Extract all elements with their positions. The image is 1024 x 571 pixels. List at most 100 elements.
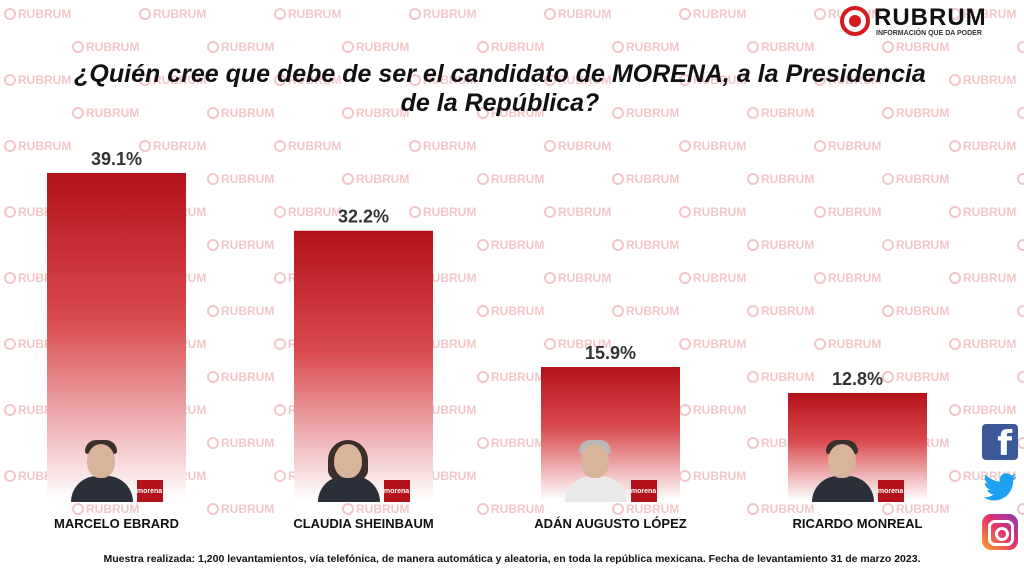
watermark-tile: RUBRUM <box>477 436 544 450</box>
svg-text:RUBRUM: RUBRUM <box>221 238 274 252</box>
watermark-tile: RUBRUM <box>477 106 544 120</box>
watermark-tile: RUBRUM <box>274 73 341 87</box>
svg-text:RUBRUM: RUBRUM <box>828 271 881 285</box>
svg-text:RUBRUM: RUBRUM <box>86 106 139 120</box>
watermark-tile: RUBRUM <box>612 106 679 120</box>
svg-text:RUBRUM: RUBRUM <box>828 73 881 87</box>
svg-text:RUBRUM: RUBRUM <box>288 73 341 87</box>
svg-text:RUBRUM: RUBRUM <box>86 40 139 54</box>
watermark-tile: RUBRUM <box>814 205 881 219</box>
watermark-tile: RUBRUM <box>949 271 1016 285</box>
watermark-tile: RUBRUM <box>342 172 409 186</box>
svg-text:RUBRUM: RUBRUM <box>423 469 476 483</box>
svg-text:RUBRUM: RUBRUM <box>221 172 274 186</box>
watermark-tile: RUBRUM <box>207 238 274 252</box>
svg-text:RUBRUM: RUBRUM <box>288 205 341 219</box>
svg-text:RUBRUM: RUBRUM <box>491 370 544 384</box>
svg-text:RUBRUM: RUBRUM <box>153 73 206 87</box>
svg-text:RUBRUM: RUBRUM <box>896 370 949 384</box>
watermark-tile: RUBRUM <box>612 40 679 54</box>
svg-text:RUBRUM: RUBRUM <box>356 40 409 54</box>
svg-text:RUBRUM: RUBRUM <box>626 172 679 186</box>
watermark-tile: RUBRUM <box>747 304 814 318</box>
watermark-tile: RUBRUM <box>679 139 746 153</box>
watermark-tile: RUBRUM <box>72 502 139 516</box>
watermark-tile: RUBRUM <box>747 106 814 120</box>
watermark-tile: RUBRUM <box>477 370 544 384</box>
svg-text:RUBRUM: RUBRUM <box>423 7 476 21</box>
svg-text:RUBRUM: RUBRUM <box>423 73 476 87</box>
svg-text:RUBRUM: RUBRUM <box>491 106 544 120</box>
watermark-tile: RUBRUM <box>882 502 949 516</box>
rubrum-logo: RUBRUM INFORMACIÓN QUE DA PODER <box>840 4 1010 38</box>
watermark-tile: RUBRUM <box>949 205 1016 219</box>
svg-text:RUBRUM: RUBRUM <box>693 469 746 483</box>
instagram-icon[interactable] <box>982 514 1018 550</box>
bar-value-label: 39.1% <box>91 149 142 169</box>
watermark-tile: RUBRUM <box>949 337 1016 351</box>
watermark-tile: RUBRUM <box>4 73 71 87</box>
svg-text:RUBRUM: RUBRUM <box>221 106 274 120</box>
watermark-tile: RUBRUM <box>814 73 881 87</box>
watermark-tile: RUBRUM <box>882 106 949 120</box>
watermark-tile: RUBRUM <box>1017 437 1024 449</box>
svg-text:RUBRUM: RUBRUM <box>221 40 274 54</box>
candidate-photo <box>65 438 139 502</box>
watermark-tile: RUBRUM <box>814 337 881 351</box>
watermark-tile: RUBRUM <box>679 73 746 87</box>
svg-text:RUBRUM: RUBRUM <box>153 139 206 153</box>
watermark-tile: RUBRUM <box>612 238 679 252</box>
svg-text:RUBRUM: RUBRUM <box>963 337 1016 351</box>
watermark-tile: RUBRUM <box>882 370 949 384</box>
rubrum-logo-icon <box>840 6 870 36</box>
svg-text:RUBRUM: RUBRUM <box>963 139 1016 153</box>
watermark-tile: RUBRUM <box>477 40 544 54</box>
watermark-tile: RUBRUM <box>139 139 206 153</box>
watermark-tile: RUBRUM <box>207 172 274 186</box>
watermark-tile: RUBRUM <box>679 7 746 21</box>
svg-text:RUBRUM: RUBRUM <box>626 238 679 252</box>
morena-badge: morena <box>383 480 410 502</box>
bar-value-label: 12.8% <box>832 369 883 389</box>
svg-text:RUBRUM: RUBRUM <box>693 337 746 351</box>
twitter-icon[interactable] <box>982 469 1018 505</box>
watermark-tile: RUBRUM <box>1017 41 1024 53</box>
watermark-tile: RUBRUM <box>207 502 274 516</box>
svg-text:RUBRUM: RUBRUM <box>356 106 409 120</box>
watermark-tile: RUBRUM <box>747 238 814 252</box>
watermark-tile: RUBRUM <box>139 7 206 21</box>
svg-text:RUBRUM: RUBRUM <box>491 436 544 450</box>
watermark-tile: RUBRUM <box>679 337 746 351</box>
svg-text:RUBRUM: RUBRUM <box>491 502 544 516</box>
watermark-tile: RUBRUM <box>544 205 611 219</box>
watermark-tile: RUBRUM <box>274 205 341 219</box>
svg-text:RUBRUM: RUBRUM <box>423 271 476 285</box>
watermark-tile: RUBRUM <box>409 139 476 153</box>
watermark-tile: RUBRUM <box>274 7 341 21</box>
svg-text:RUBRUM: RUBRUM <box>18 7 71 21</box>
svg-text:RUBRUM: RUBRUM <box>828 205 881 219</box>
watermark-tile: RUBRUM <box>814 139 881 153</box>
watermark-tile: RUBRUM <box>544 139 611 153</box>
watermark-tile: RUBRUM <box>1017 371 1024 383</box>
svg-text:RUBRUM: RUBRUM <box>963 205 1016 219</box>
svg-text:RUBRUM: RUBRUM <box>423 403 476 417</box>
watermark-tile: RUBRUM <box>207 106 274 120</box>
watermark-tile: RUBRUM <box>4 139 71 153</box>
facebook-icon[interactable]: f <box>982 424 1018 464</box>
svg-text:RUBRUM: RUBRUM <box>963 7 1016 21</box>
svg-text:RUBRUM: RUBRUM <box>896 172 949 186</box>
svg-text:RUBRUM: RUBRUM <box>963 271 1016 285</box>
svg-text:RUBRUM: RUBRUM <box>558 337 611 351</box>
watermark-tile: RUBRUM <box>747 40 814 54</box>
watermark-tile: RUBRUM <box>612 172 679 186</box>
svg-text:RUBRUM: RUBRUM <box>558 271 611 285</box>
svg-text:RUBRUM: RUBRUM <box>896 304 949 318</box>
svg-text:RUBRUM: RUBRUM <box>491 40 544 54</box>
candidate-name: ADÁN AUGUSTO LÓPEZ <box>534 516 687 531</box>
candidate-photo <box>312 438 386 502</box>
svg-text:RUBRUM: RUBRUM <box>288 139 341 153</box>
watermark-tile: RUBRUM <box>814 271 881 285</box>
svg-text:RUBRUM: RUBRUM <box>693 205 746 219</box>
watermark-tile: RUBRUM <box>409 73 476 87</box>
